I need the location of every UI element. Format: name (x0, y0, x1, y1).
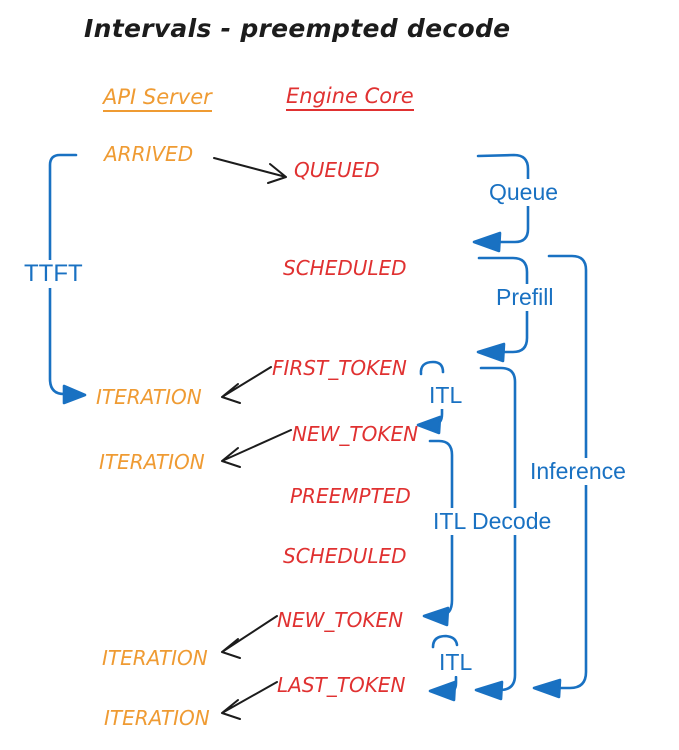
new-token2-to-iteration-arrow (221, 615, 278, 659)
queue-interval-label: Queue (486, 179, 562, 207)
itl-last-token-bracket (428, 634, 459, 702)
itl-interval-label-3: ITL (436, 649, 476, 677)
event-iteration-4: ITERATION (104, 706, 210, 730)
diagram-title: Intervals - preempted decode (84, 14, 511, 43)
decode-bracket (474, 366, 517, 701)
decode-arrowhead-icon (474, 680, 504, 701)
event-scheduled-1: SCHEDULED (283, 256, 407, 280)
event-scheduled-2: SCHEDULED (283, 544, 407, 568)
api-server-column-header: API Server (103, 85, 212, 113)
event-queued: QUEUED (294, 158, 380, 182)
event-last-token: LAST_TOKEN (277, 673, 406, 697)
itl-first-arrowhead-icon (416, 415, 442, 435)
itl-interval-label-1: ITL (426, 382, 466, 410)
event-new-token-1: NEW_TOKEN (292, 422, 419, 446)
ttft-interval-label: TTFT (21, 260, 86, 289)
queue-arrowhead-icon (472, 231, 502, 253)
itl-last-arrowhead-icon (428, 680, 457, 702)
itl-first-token-bracket (416, 360, 445, 435)
event-preempted: PREEMPTED (290, 484, 411, 508)
prefill-arrowhead-icon (476, 342, 506, 363)
inference-arrowhead-icon (532, 678, 562, 699)
event-iteration-3: ITERATION (102, 646, 208, 670)
arrived-to-queued-arrow (213, 157, 287, 184)
new-token-to-iteration-arrow (221, 429, 292, 468)
first-token-to-iteration-arrow (221, 366, 272, 404)
ttft-arrowhead-icon (62, 384, 87, 405)
inference-interval-label: Inference (527, 458, 629, 486)
event-first-token: FIRST_TOKEN (272, 356, 407, 380)
event-iteration-1: ITERATION (96, 385, 202, 409)
prefill-interval-label: Prefill (493, 284, 557, 312)
event-new-token-2: NEW_TOKEN (277, 608, 404, 632)
event-arrived: ARRIVED (104, 142, 194, 166)
itl-preempted-arrowhead-icon (422, 606, 450, 627)
itl-interval-label-2: ITL (430, 508, 470, 536)
itl-preempted-bracket (422, 439, 454, 627)
event-iteration-2: ITERATION (99, 450, 205, 474)
engine-core-column-header: Engine Core (286, 84, 414, 112)
decode-interval-label: Decode (469, 508, 555, 536)
last-token-to-iteration-arrow (221, 681, 278, 720)
